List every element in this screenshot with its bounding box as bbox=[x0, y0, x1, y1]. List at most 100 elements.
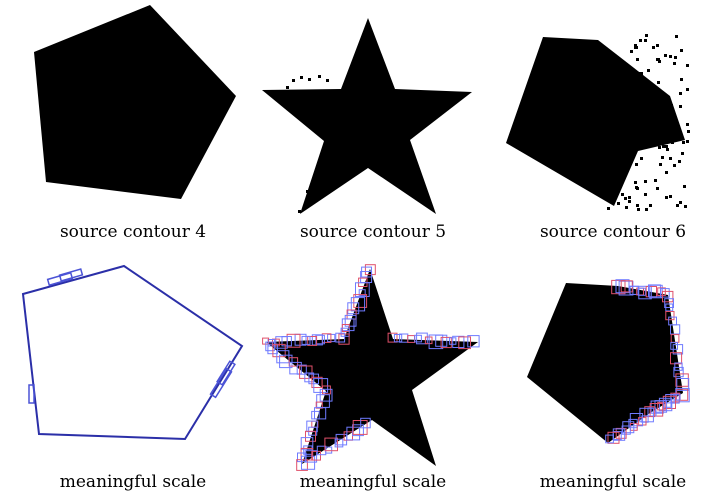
noise-pixel bbox=[675, 35, 678, 38]
noise-pixel bbox=[680, 78, 683, 81]
noise-pixel bbox=[664, 54, 667, 57]
scale-box bbox=[265, 341, 275, 352]
noise-pixel bbox=[656, 44, 659, 47]
caption-meaningful-scale-5: meaningful scale bbox=[299, 472, 447, 492]
noise-pixel bbox=[634, 181, 637, 184]
panel-source-contour-6: source contour 6 bbox=[480, 0, 720, 250]
star-boxes-fill bbox=[266, 269, 478, 466]
noise-pixel bbox=[683, 185, 686, 188]
noise-pixel bbox=[603, 160, 606, 163]
scale-box bbox=[658, 397, 673, 412]
scale-box bbox=[311, 376, 323, 389]
noise-pixel bbox=[636, 58, 639, 61]
scale-box bbox=[458, 336, 472, 350]
pentagon-boxes-shape bbox=[527, 279, 690, 444]
noise-pixel bbox=[644, 180, 647, 183]
scale-box bbox=[300, 437, 314, 450]
scale-box bbox=[307, 336, 318, 346]
caption-source-contour-6: source contour 6 bbox=[539, 222, 687, 242]
scale-box bbox=[352, 424, 364, 437]
noisy-pentagon-shape bbox=[506, 34, 690, 211]
noise-pixel bbox=[655, 100, 658, 103]
scale-box bbox=[311, 450, 322, 461]
star-boxes-shape bbox=[262, 264, 480, 471]
noise-pixel bbox=[669, 55, 672, 58]
scale-box bbox=[299, 365, 313, 379]
scale-box bbox=[353, 294, 368, 308]
scale-box bbox=[414, 334, 422, 343]
noise-pixel bbox=[632, 129, 635, 132]
noise-pixel bbox=[643, 125, 646, 128]
noise-pixel bbox=[652, 46, 655, 49]
scale-box bbox=[637, 287, 646, 296]
noise-pixel bbox=[657, 81, 660, 84]
scale-box bbox=[622, 421, 635, 434]
scale-box bbox=[311, 410, 320, 420]
noise-pixel bbox=[686, 88, 689, 91]
scale-box bbox=[364, 264, 376, 276]
noisy-pentagon-noise bbox=[602, 34, 690, 211]
noise-pixel bbox=[656, 58, 659, 61]
noise-pixel bbox=[635, 72, 638, 75]
star-noise bbox=[286, 75, 329, 213]
scale-box bbox=[657, 401, 666, 411]
noise-pixel bbox=[680, 49, 683, 52]
noise-pixel bbox=[645, 89, 648, 92]
noise-pixel bbox=[679, 201, 682, 204]
noise-pixel bbox=[669, 157, 672, 160]
panel-source-contour-4: source contour 4 bbox=[0, 0, 240, 250]
noise-pixel bbox=[640, 110, 643, 113]
scale-box bbox=[662, 290, 674, 303]
noise-pixel bbox=[640, 157, 643, 160]
noise-pixel bbox=[687, 130, 690, 133]
scale-box bbox=[296, 459, 308, 471]
outline-scale-marks bbox=[28, 268, 236, 404]
noise-pixel bbox=[649, 204, 652, 207]
scale-box bbox=[315, 401, 323, 409]
noise-pixel bbox=[638, 86, 641, 89]
scale-box bbox=[289, 361, 302, 375]
caption-source-contour-4: source contour 4 bbox=[59, 222, 207, 242]
noise-pixel bbox=[635, 109, 638, 112]
noise-pixel bbox=[635, 163, 638, 166]
noise-pixel bbox=[684, 205, 687, 208]
noise-pixel bbox=[665, 171, 668, 174]
noise-pixel bbox=[634, 119, 637, 122]
scale-box bbox=[338, 333, 350, 345]
noise-pixel bbox=[670, 104, 673, 107]
noise-pixel bbox=[651, 99, 654, 102]
scale-box bbox=[638, 285, 652, 300]
scale-box bbox=[350, 297, 366, 312]
noise-pixel bbox=[638, 75, 641, 78]
noise-pixel bbox=[645, 34, 648, 37]
scale-box bbox=[665, 303, 674, 312]
noise-pixel bbox=[659, 163, 662, 166]
scale-box bbox=[355, 282, 370, 297]
noise-pixel bbox=[639, 131, 642, 134]
noise-pixel bbox=[640, 72, 643, 75]
noise-pixel bbox=[608, 148, 611, 151]
noise-pixel bbox=[679, 132, 682, 135]
noise-pixel bbox=[654, 179, 657, 182]
scale-box bbox=[325, 446, 333, 454]
noise-pixel bbox=[628, 196, 631, 199]
noise-pixel bbox=[634, 46, 637, 49]
pentagon-fill bbox=[34, 5, 236, 199]
scale-box bbox=[288, 357, 299, 367]
noise-pixel bbox=[673, 62, 676, 65]
noise-pixel bbox=[665, 196, 668, 199]
noise-pixel bbox=[674, 56, 677, 59]
scale-box bbox=[358, 277, 368, 287]
scale-box bbox=[335, 332, 346, 343]
scale-box bbox=[467, 335, 480, 348]
noise-pixel bbox=[661, 156, 664, 159]
scale-box bbox=[673, 366, 684, 378]
noise-pixel bbox=[618, 171, 621, 174]
noise-pixel bbox=[637, 208, 640, 211]
noise-pixel bbox=[645, 208, 648, 211]
noise-pixel bbox=[673, 164, 676, 167]
scale-box bbox=[611, 279, 626, 295]
noise-pixel bbox=[649, 104, 652, 107]
noise-pixel bbox=[637, 72, 640, 75]
pentagon-outline-shape bbox=[21, 264, 244, 441]
